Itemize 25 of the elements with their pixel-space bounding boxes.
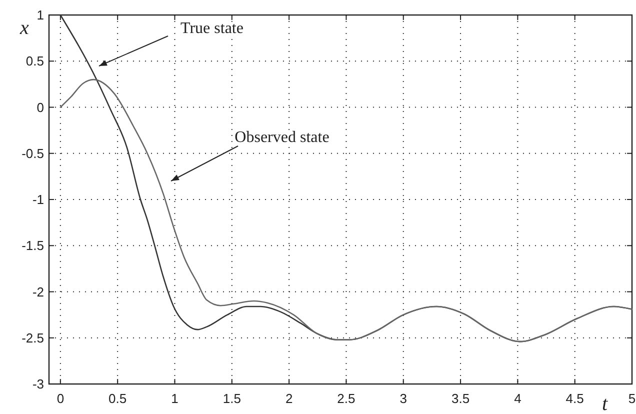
x-tick-label: 2.5 <box>337 391 356 406</box>
y-tick-label: -1.5 <box>22 238 44 254</box>
x-tick-label: 5 <box>628 391 636 406</box>
annotation: Observed state <box>234 129 330 146</box>
x-tick-label: 1 <box>171 391 178 406</box>
x-tick-label: 1.5 <box>222 391 241 406</box>
x-tick-label: 0 <box>56 391 64 406</box>
x-axis-title: t <box>602 393 608 414</box>
y-tick-label: -1 <box>32 192 44 207</box>
y-axis-title: x <box>19 17 29 39</box>
y-tick-label: -3 <box>32 376 44 392</box>
x-tick-label: 3 <box>400 391 407 406</box>
y-tick-label: 1 <box>36 8 44 22</box>
annotation: True state <box>180 20 244 37</box>
x-tick-label: 3.5 <box>451 391 470 406</box>
y-tick-label: -2.5 <box>22 330 44 346</box>
x-tick-label: 2 <box>285 391 293 406</box>
y-tick-label: -0.5 <box>22 146 44 161</box>
x-tick-label: 4 <box>514 391 522 406</box>
y-tick-label: -2 <box>32 284 44 300</box>
y-tick-label: 0 <box>36 100 44 115</box>
x-tick-label: 4.5 <box>566 391 584 406</box>
y-tick-label: 0.5 <box>26 54 44 69</box>
line-series <box>60 78 633 342</box>
x-tick-label: 0.5 <box>108 391 127 406</box>
